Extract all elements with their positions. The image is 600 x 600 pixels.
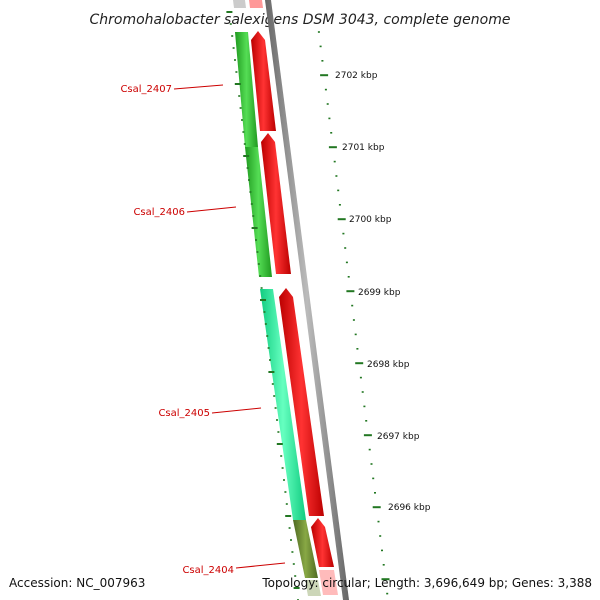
forward-feature (279, 288, 324, 516)
faded-feature-top-red (249, 0, 263, 8)
gene-label-csal-2407[interactable]: Csal_2407 (120, 84, 172, 95)
gene-label-line (211, 407, 262, 414)
forward-feature-faded (319, 570, 338, 595)
gene-feature-faded (305, 580, 321, 596)
scale-label: 2697 kbp (377, 432, 420, 442)
gene-feature-csal-2407[interactable] (235, 32, 258, 147)
scale-label: 2700 kbp (349, 215, 392, 225)
scale-ticks-inner (226, 11, 300, 600)
forward-feature (251, 31, 276, 131)
accession-text: Accession: NC_007963 (9, 576, 145, 590)
genome-summary-text: Topology: circular; Length: 3,696,649 bp… (261, 576, 592, 590)
gene-label-csal-2404[interactable]: Csal_2404 (182, 565, 234, 576)
scale-label: 2701 kbp (342, 143, 385, 153)
gene-label-csal-2405[interactable]: Csal_2405 (158, 408, 210, 419)
gene-feature-csal-2406[interactable] (245, 147, 272, 277)
gene-feature-csal-2404[interactable] (293, 520, 318, 578)
faded-feature-top (233, 0, 246, 8)
forward-feature (261, 133, 291, 274)
forward-feature (311, 518, 334, 567)
scale-label: 2696 kbp (388, 503, 431, 513)
backbone-line (265, 0, 349, 600)
scale-label: 2698 kbp (367, 360, 410, 370)
map-title: Chromohalobacter salexigens DSM 3043, co… (90, 12, 511, 28)
scale-ticks-outer (317, 31, 390, 595)
gene-label-line (235, 562, 286, 569)
gene-label-line (173, 84, 224, 90)
scale-label: 2699 kbp (358, 288, 401, 298)
scale-label: 2702 kbp (335, 71, 378, 81)
gene-feature-csal-2405[interactable] (260, 289, 306, 520)
gene-label-csal-2406[interactable]: Csal_2406 (133, 207, 185, 218)
gene-label-line (186, 206, 237, 213)
